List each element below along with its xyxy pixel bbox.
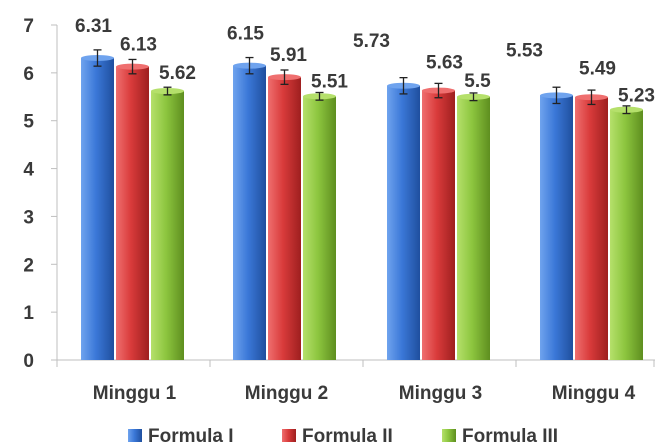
- x-tick-label: Minggu 3: [399, 383, 482, 404]
- bar-formula-iii-4: [610, 109, 643, 360]
- legend-swatch: [282, 429, 296, 442]
- bar-formula-ii-1: [116, 66, 149, 360]
- y-tick-label: 5: [23, 112, 34, 133]
- data-label: 5.63: [426, 53, 463, 74]
- bar-formula-iii-1: [151, 91, 184, 361]
- x-axis: Minggu 1 Minggu 2 Minggu 3 Minggu 4: [56, 359, 655, 404]
- data-label: 6.15: [227, 24, 264, 45]
- x-tick-label: Minggu 2: [245, 383, 328, 404]
- legend-label: Formula I: [148, 426, 234, 445]
- data-label: 6.13: [120, 35, 157, 56]
- legend-swatch: [442, 429, 456, 442]
- bar-formula-iii-3: [457, 96, 490, 361]
- data-label: 5.62: [159, 63, 196, 84]
- y-axis: 0 1 2 3 4 5 6 7: [23, 16, 58, 372]
- x-tick-label: Minggu 4: [552, 383, 636, 404]
- y-tick-label: 2: [23, 255, 34, 276]
- bars: [81, 49, 643, 361]
- data-label: 5.49: [579, 58, 616, 79]
- data-labels: 6.31 6.15 5.73 5.53 6.13 5.91 5.63 5.49 5.62 5.51…: [75, 16, 655, 107]
- legend-swatch: [128, 429, 142, 442]
- y-tick-label: 0: [23, 351, 34, 372]
- y-tick-label: 1: [23, 303, 34, 324]
- y-tick-label: 7: [23, 16, 34, 37]
- data-label: 5.5: [464, 71, 491, 92]
- legend-label: Formula III: [462, 426, 558, 445]
- data-label: 6.31: [75, 16, 112, 37]
- y-tick-label: 4: [23, 160, 34, 181]
- bar-formula-ii-3: [422, 90, 455, 361]
- x-tick-label: Minggu 1: [93, 383, 177, 404]
- y-tick-label: 6: [23, 64, 34, 85]
- legend: Formula I Formula II Formula III: [128, 426, 558, 445]
- data-label: 5.51: [311, 71, 348, 92]
- data-label: 5.91: [270, 45, 307, 66]
- y-tick-label: 3: [23, 207, 34, 228]
- data-label: 5.73: [353, 31, 390, 52]
- bar-formula-ii-2: [268, 77, 301, 361]
- bar-formula-i-3: [387, 85, 420, 361]
- bar-formula-ii-4: [575, 97, 608, 360]
- legend-label: Formula II: [302, 426, 393, 445]
- data-label: 5.53: [506, 40, 543, 61]
- bar-formula-iii-2: [303, 96, 336, 361]
- data-label: 5.23: [618, 86, 655, 107]
- bar-formula-i-1: [81, 58, 114, 361]
- bar-formula-i-2: [233, 65, 266, 360]
- bar-formula-i-4: [540, 95, 573, 360]
